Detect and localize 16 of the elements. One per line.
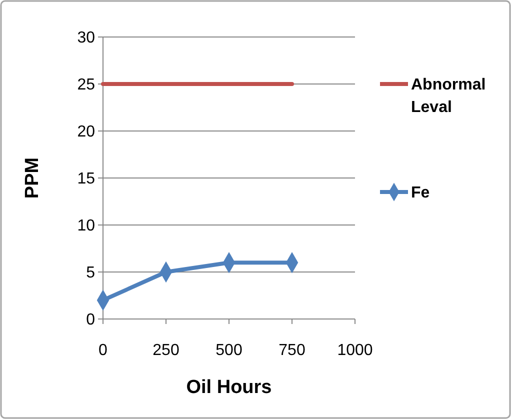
x-tick-label: 0 [98,342,108,359]
y-tick-label: 5 [86,264,96,282]
y-tick-label: 10 [77,218,96,235]
x-tick-label: 500 [216,342,242,359]
y-tick-label: 15 [77,170,96,188]
y-tick-label: 0 [86,312,96,329]
x-tick-label: 1000 [337,342,373,359]
y-axis-title: PPM [22,157,43,199]
x-tick-label: 750 [278,342,306,359]
y-tick-label: 20 [77,124,96,141]
x-axis-title: Oil Hours [186,377,272,398]
legend-label: Fe [411,184,430,202]
y-tick-label: 25 [77,76,96,94]
x-tick-label: 250 [152,342,180,359]
legend-label: Abnormal Leval [411,76,486,116]
y-tick-label: 30 [77,30,96,47]
